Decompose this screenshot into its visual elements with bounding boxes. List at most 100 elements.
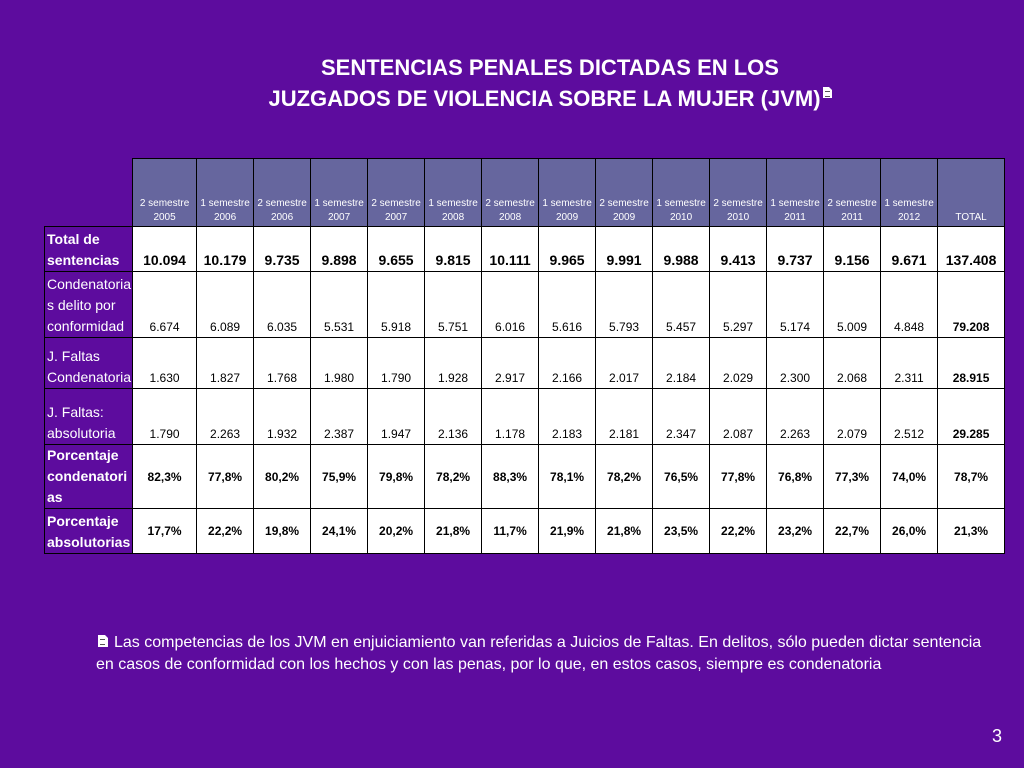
table-cell: 2.347 <box>652 388 711 445</box>
table-cell: 22,2% <box>196 508 255 554</box>
footnote-text: Las competencias de los JVM en enjuiciam… <box>96 634 982 673</box>
table-cell: 2.079 <box>823 388 882 445</box>
header-cell: 2 semestre 2009 <box>595 158 654 227</box>
table-cell: 2.184 <box>652 337 711 389</box>
table-row-porcentaje-absolutorias: Porcentaje absolutorias 17,7% 22,2% 19,8%… <box>43 508 1006 554</box>
table-cell-total: 29.285 <box>937 388 1006 445</box>
header-cell: 2 semestre 2006 <box>253 158 312 227</box>
table-cell: 5.531 <box>310 271 369 338</box>
title-line-2-text: JUZGADOS DE VIOLENCIA SOBRE LA MUJER (JV… <box>268 86 821 111</box>
table-cell: 21,8% <box>424 508 483 554</box>
table-cell: 2.512 <box>880 388 939 445</box>
table-cell-total: 137.408 <box>937 226 1006 272</box>
table-cell: 80,2% <box>253 444 312 509</box>
table-cell: 78,2% <box>595 444 654 509</box>
table-cell: 2.311 <box>880 337 939 389</box>
sentences-table: 2 semestre 2005 1 semestre 2006 2 semestre… <box>43 158 1006 554</box>
title-line-2: JUZGADOS DE VIOLENCIA SOBRE LA MUJER (JV… <box>160 83 940 114</box>
slide-title: SENTENCIAS PENALES DICTADAS EN LOS JUZGA… <box>160 52 940 114</box>
table-cell-total: 79.208 <box>937 271 1006 338</box>
table-cell: 19,8% <box>253 508 312 554</box>
table-cell: 10.179 <box>196 226 255 272</box>
table-cell: 5.457 <box>652 271 711 338</box>
table-cell: 78,2% <box>424 444 483 509</box>
table-cell: 5.174 <box>766 271 825 338</box>
footnote: Las competencias de los JVM en enjuiciam… <box>96 632 996 676</box>
table-cell: 75,9% <box>310 444 369 509</box>
table-cell: 9.815 <box>424 226 483 272</box>
table-cell: 1.827 <box>196 337 255 389</box>
table-cell: 9.737 <box>766 226 825 272</box>
table-cell: 2.136 <box>424 388 483 445</box>
table-cell: 26,0% <box>880 508 939 554</box>
table-cell-total: 28.915 <box>937 337 1006 389</box>
table-cell: 76,8% <box>766 444 825 509</box>
header-cell: 1 semestre 2010 <box>652 158 711 227</box>
table-row-total-sentencias: Total de sentencias 10.094 10.179 9.735 9… <box>43 226 1006 272</box>
table-cell: 6.089 <box>196 271 255 338</box>
table-row-condenatorias-conformidad: Condenatoria s delito por conformidad 6.67… <box>43 271 1006 338</box>
table-cell: 2.917 <box>481 337 540 389</box>
table-cell: 5.616 <box>538 271 597 338</box>
header-cell: 1 semestre 2011 <box>766 158 825 227</box>
row-label: Porcentaje absolutorias <box>43 508 134 554</box>
table-cell: 1.768 <box>253 337 312 389</box>
table-cell: 23,2% <box>766 508 825 554</box>
table-cell: 24,1% <box>310 508 369 554</box>
table-header-row: 2 semestre 2005 1 semestre 2006 2 semestre… <box>43 158 1006 227</box>
table-cell: 6.674 <box>132 271 198 338</box>
header-cell: 2 semestre 2008 <box>481 158 540 227</box>
table-cell: 9.655 <box>367 226 426 272</box>
table-cell: 82,3% <box>132 444 198 509</box>
table-cell: 1.790 <box>367 337 426 389</box>
table-cell: 2.387 <box>310 388 369 445</box>
table-cell: 74,0% <box>880 444 939 509</box>
header-corner <box>43 158 134 227</box>
table-cell: 10.111 <box>481 226 540 272</box>
table-cell: 1.932 <box>253 388 312 445</box>
table-cell: 22,7% <box>823 508 882 554</box>
header-cell: 1 semestre 2006 <box>196 158 255 227</box>
row-label: J. Faltas: absolutoria <box>43 388 134 445</box>
row-label: Total de sentencias <box>43 226 134 272</box>
table-cell: 9.898 <box>310 226 369 272</box>
table-cell: 78,1% <box>538 444 597 509</box>
table-cell: 1.980 <box>310 337 369 389</box>
table-cell: 2.087 <box>709 388 768 445</box>
table-cell: 1.790 <box>132 388 198 445</box>
table-cell: 9.965 <box>538 226 597 272</box>
table-cell: 20,2% <box>367 508 426 554</box>
table-cell: 4.848 <box>880 271 939 338</box>
table-cell: 9.991 <box>595 226 654 272</box>
table-cell: 10.094 <box>132 226 198 272</box>
table-cell: 9.156 <box>823 226 882 272</box>
table-cell: 1.630 <box>132 337 198 389</box>
table-cell: 11,7% <box>481 508 540 554</box>
table-cell: 2.029 <box>709 337 768 389</box>
table-cell: 77,8% <box>709 444 768 509</box>
header-cell: 1 semestre 2008 <box>424 158 483 227</box>
title-line-1: SENTENCIAS PENALES DICTADAS EN LOS <box>321 55 779 80</box>
table-cell: 88,3% <box>481 444 540 509</box>
table-cell: 1.928 <box>424 337 483 389</box>
table-cell: 21,9% <box>538 508 597 554</box>
table-cell: 9.671 <box>880 226 939 272</box>
header-cell: 2 semestre 2005 <box>132 158 198 227</box>
table-cell: 9.988 <box>652 226 711 272</box>
table-cell: 23,5% <box>652 508 711 554</box>
table-cell: 1.947 <box>367 388 426 445</box>
row-label: Condenatoria s delito por conformidad <box>43 271 134 338</box>
header-cell: 2 semestre 2011 <box>823 158 882 227</box>
table-cell: 5.918 <box>367 271 426 338</box>
row-label: Porcentaje condenatori as <box>43 444 134 509</box>
table-cell: 5.009 <box>823 271 882 338</box>
table-cell: 1.178 <box>481 388 540 445</box>
table-cell: 5.297 <box>709 271 768 338</box>
table-cell: 5.751 <box>424 271 483 338</box>
table-cell: 2.263 <box>196 388 255 445</box>
table-cell: 9.735 <box>253 226 312 272</box>
header-cell-total: TOTAL <box>937 158 1006 227</box>
document-icon <box>98 635 108 647</box>
table-cell: 2.068 <box>823 337 882 389</box>
header-cell: 2 semestre 2007 <box>367 158 426 227</box>
